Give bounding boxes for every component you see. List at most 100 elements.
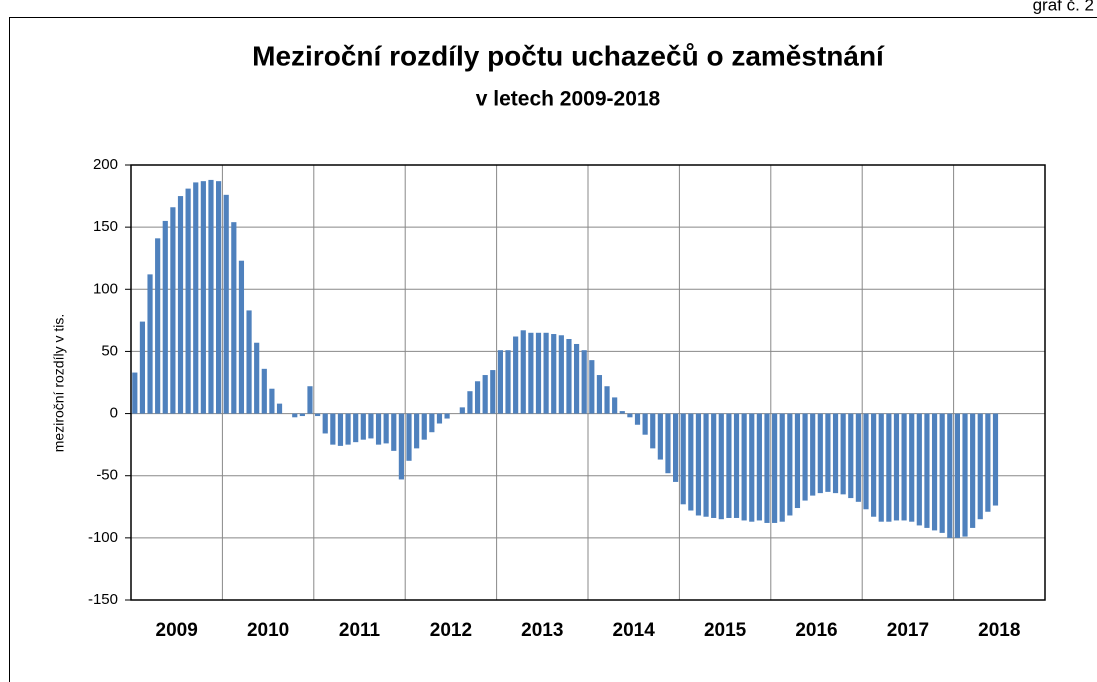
plot-border (130, 164, 1046, 601)
bar (566, 339, 572, 414)
bar (612, 397, 618, 414)
bar (703, 413, 709, 517)
bar (756, 413, 762, 521)
bar (848, 413, 854, 499)
bar (794, 413, 801, 509)
bar (170, 207, 176, 414)
x-tick-label: 2012 (430, 620, 472, 641)
y-tick-label: 200 (93, 156, 118, 173)
bar (315, 413, 321, 417)
bar (444, 413, 450, 419)
bar (406, 413, 412, 461)
bar (695, 413, 702, 516)
bar (330, 413, 336, 445)
bar (185, 188, 191, 414)
bar (802, 413, 808, 501)
x-tick-label: 2017 (887, 620, 929, 641)
bar (337, 413, 344, 446)
bar (551, 334, 557, 414)
bar (627, 413, 633, 418)
bar (832, 413, 839, 494)
bar (947, 413, 953, 538)
bar (467, 391, 473, 414)
bar (726, 413, 732, 518)
bar (436, 413, 443, 424)
bar (825, 413, 831, 492)
bar (688, 413, 694, 511)
bar (216, 181, 222, 414)
bar (490, 370, 496, 414)
bar (787, 413, 793, 516)
x-tick-label: 2013 (521, 620, 563, 641)
bar (261, 368, 267, 414)
bar (200, 181, 206, 414)
bar (383, 413, 389, 444)
bar (368, 413, 374, 439)
bar (276, 403, 283, 414)
bar (398, 413, 404, 480)
bar (139, 321, 146, 414)
bar (414, 413, 420, 449)
bar (970, 413, 976, 528)
bar (863, 413, 869, 510)
bar (474, 381, 481, 414)
bar (482, 375, 488, 414)
x-tick-label: 2018 (978, 620, 1020, 641)
bar (596, 375, 603, 414)
bar (238, 260, 245, 414)
y-tick-label: -150 (88, 591, 118, 608)
bar (924, 413, 930, 528)
bar (535, 332, 542, 414)
bar (673, 413, 679, 482)
bar (901, 413, 907, 521)
bar (840, 413, 846, 495)
x-tick-label: 2014 (613, 620, 656, 641)
bar (810, 413, 816, 496)
bar (177, 196, 184, 414)
bar (634, 413, 641, 425)
bar (665, 413, 671, 474)
bar (764, 413, 770, 523)
bar (680, 413, 686, 505)
chart-title: Meziroční rozdíly počtu uchazečů o zaměs… (252, 40, 885, 71)
bar (779, 413, 785, 522)
y-tick-label: 150 (93, 218, 118, 235)
bar (772, 413, 778, 523)
y-tick-label: -50 (96, 467, 118, 484)
bar (939, 413, 945, 533)
bar (992, 413, 999, 506)
bar (954, 413, 960, 538)
x-tick-label: 2015 (704, 620, 747, 641)
bar (817, 413, 823, 494)
bar (292, 413, 298, 418)
bar (916, 413, 922, 526)
y-axis-label: meziroční rozdíly v tis. (51, 314, 67, 452)
bar (893, 413, 900, 521)
bar (558, 335, 564, 414)
bar (733, 413, 740, 518)
frame (9, 17, 1097, 682)
y-tick-label: -100 (88, 529, 118, 546)
bar (269, 388, 275, 414)
bar (855, 413, 861, 502)
bar (391, 413, 397, 451)
bar (459, 407, 465, 414)
bar (931, 413, 938, 531)
bar (878, 413, 884, 522)
bar (513, 336, 519, 414)
bar (208, 179, 214, 414)
bar (741, 413, 747, 521)
bar (543, 332, 549, 414)
x-tick-label: 2011 (339, 620, 381, 641)
y-tick-label: 100 (93, 280, 118, 297)
bar (619, 411, 625, 414)
bar (573, 343, 580, 414)
bar (642, 413, 648, 435)
bar (223, 194, 229, 414)
x-tick-label: 2009 (156, 620, 198, 641)
bar (650, 413, 656, 449)
bar (589, 360, 595, 414)
bar (909, 413, 915, 522)
bar (299, 413, 305, 417)
